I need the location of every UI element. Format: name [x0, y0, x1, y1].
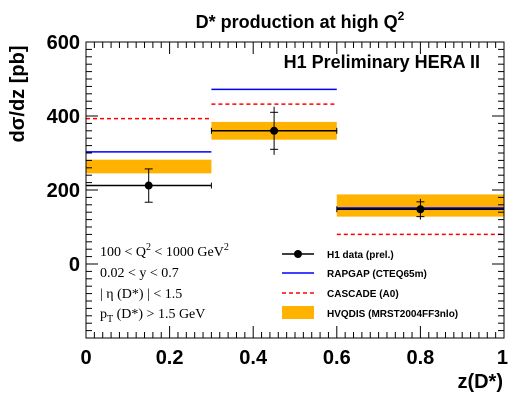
legend-entry-data: H1 data (prel.) [282, 250, 394, 261]
legend-label-cascade: CASCADE (A0) [327, 289, 399, 300]
cut-y: 0.02 < y < 0.7 [100, 266, 179, 281]
experiment-label: H1 Preliminary HERA II [284, 52, 480, 72]
cut-q2: 100 < Q2 < 1000 GeV2 [100, 242, 229, 260]
data-point-bin-2 [416, 205, 425, 214]
y-axis-label: dσ/dz [pb] [7, 46, 29, 143]
data-point-bin-1 [270, 126, 279, 135]
legend-label-hvqdis: HVQDIS (MRST2004FF3nlo) [327, 309, 458, 320]
y-tick-label-3: 600 [47, 32, 80, 54]
x-tick-label-5: 1 [497, 347, 508, 369]
legend-entry-rapgap: RAPGAP (CTEQ65m) [282, 269, 427, 280]
y-axis-ticks: 0 200 400 600 [47, 32, 504, 339]
x-tick-label-3: 0.6 [323, 347, 351, 369]
legend-label-data: H1 data (prel.) [327, 250, 394, 261]
x-tick-label-2: 0.4 [239, 347, 268, 369]
hvqdis-band-bin-0 [86, 159, 212, 174]
x-tick-label-1: 0.2 [156, 347, 184, 369]
x-tick-label-0: 0 [80, 347, 91, 369]
x-axis-ticks: 0 0.2 0.4 0.6 0.8 1 [80, 42, 508, 369]
cut-pt: pT (D*) > 1.5 GeV [100, 307, 205, 325]
legend: H1 data (prel.) RAPGAP (CTEQ65m) CASCADE… [282, 250, 458, 320]
data-points [85, 106, 505, 220]
cut-eta: | η (D*) | < 1.5 [100, 287, 182, 302]
legend-label-rapgap: RAPGAP (CTEQ65m) [327, 269, 427, 280]
kinematic-cuts: 100 < Q2 < 1000 GeV2 0.02 < y < 0.7 | η … [100, 242, 229, 325]
plot-area: 0 200 400 600 0 0.2 0.4 0.6 0.8 1 [47, 32, 508, 369]
x-axis-label: z(D*) [457, 371, 503, 393]
legend-data-marker [294, 250, 302, 258]
legend-entry-hvqdis: HVQDIS (MRST2004FF3nlo) [282, 306, 458, 320]
legend-entry-cascade: CASCADE (A0) [282, 289, 399, 300]
y-tick-label-2: 400 [47, 106, 80, 128]
chart-title: D* production at high Q2 [196, 9, 405, 32]
legend-hvqdis-swatch [282, 306, 314, 319]
x-tick-label-4: 0.8 [406, 347, 434, 369]
data-point-bin-0 [144, 181, 153, 190]
y-tick-label-1: 200 [47, 180, 80, 202]
y-tick-label-0: 0 [69, 254, 80, 276]
